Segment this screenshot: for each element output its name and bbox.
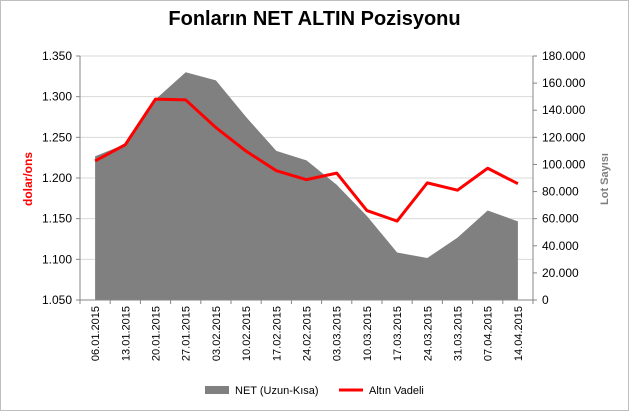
x-tick-label: 31.03.2015 — [453, 306, 465, 361]
y-right-tick-label: 0 — [542, 293, 549, 307]
legend: NET (Uzun-Kısa) Altın Vadeli — [205, 385, 424, 397]
x-axis-ticks: 06.01.2015 13.01.2015 20.01.2015 27.01.2015… — [90, 306, 525, 361]
y-right-tick-label: 160.000 — [542, 76, 586, 90]
x-tick-label: 17.03.2015 — [392, 306, 404, 361]
chart-title: Fonların NET ALTIN Pozisyonu — [168, 8, 461, 30]
legend-area-label: NET (Uzun-Kısa) — [235, 385, 319, 397]
y-left-tick-label: 1.350 — [42, 49, 72, 63]
x-tick-label: 03.02.2015 — [211, 306, 223, 361]
y-left-tick-label: 1.250 — [42, 130, 72, 144]
y-right-tick-label: 40.000 — [542, 239, 579, 253]
x-tick-label: 03.03.2015 — [332, 306, 344, 361]
x-tick-label: 13.01.2015 — [120, 306, 132, 361]
y-left-tick-label: 1.300 — [42, 90, 72, 104]
x-tick-label: 17.02.2015 — [271, 306, 283, 361]
x-tick-label: 10.03.2015 — [362, 306, 374, 361]
x-tick-label: 27.01.2015 — [181, 306, 193, 361]
y-right-tick-label: 80.000 — [542, 185, 579, 199]
axes — [76, 55, 537, 304]
y-right-tick-label: 60.000 — [542, 212, 579, 226]
y-axis-left-title: dolar/ons — [21, 152, 35, 206]
y-axis-right-title: Lot Sayısı — [599, 153, 611, 205]
x-tick-label: 07.04.2015 — [483, 306, 495, 361]
legend-area-swatch — [205, 386, 229, 394]
x-tick-label: 14.04.2015 — [513, 306, 525, 361]
y-right-tick-label: 20.000 — [542, 266, 579, 280]
left-axis-ticks: 1.350 1.300 1.250 1.200 1.150 1.100 1.050 — [42, 49, 72, 307]
x-tick-label: 10.02.2015 — [241, 306, 253, 361]
area-series — [95, 72, 519, 301]
y-right-tick-label: 180.000 — [542, 49, 586, 63]
y-right-tick-label: 100.000 — [542, 157, 586, 171]
x-tick-label: 24.02.2015 — [302, 306, 314, 361]
right-axis-ticks: 180.000 160.000 140.000 120.000 100.000 80.00… — [542, 49, 586, 307]
area-net-uzun-kisa — [95, 72, 518, 301]
y-left-tick-label: 1.100 — [42, 252, 72, 266]
legend-line-label: Altın Vadeli — [369, 385, 424, 397]
x-tick-label: 20.01.2015 — [151, 306, 163, 361]
y-right-tick-label: 140.000 — [542, 103, 586, 117]
y-right-tick-label: 120.000 — [542, 130, 586, 144]
x-tick-label: 24.03.2015 — [422, 306, 434, 361]
y-left-tick-label: 1.150 — [42, 212, 72, 226]
x-tick-label: 06.01.2015 — [90, 306, 102, 361]
y-left-tick-label: 1.050 — [42, 293, 72, 307]
line-series — [94, 97, 519, 223]
y-left-tick-label: 1.200 — [42, 171, 72, 185]
